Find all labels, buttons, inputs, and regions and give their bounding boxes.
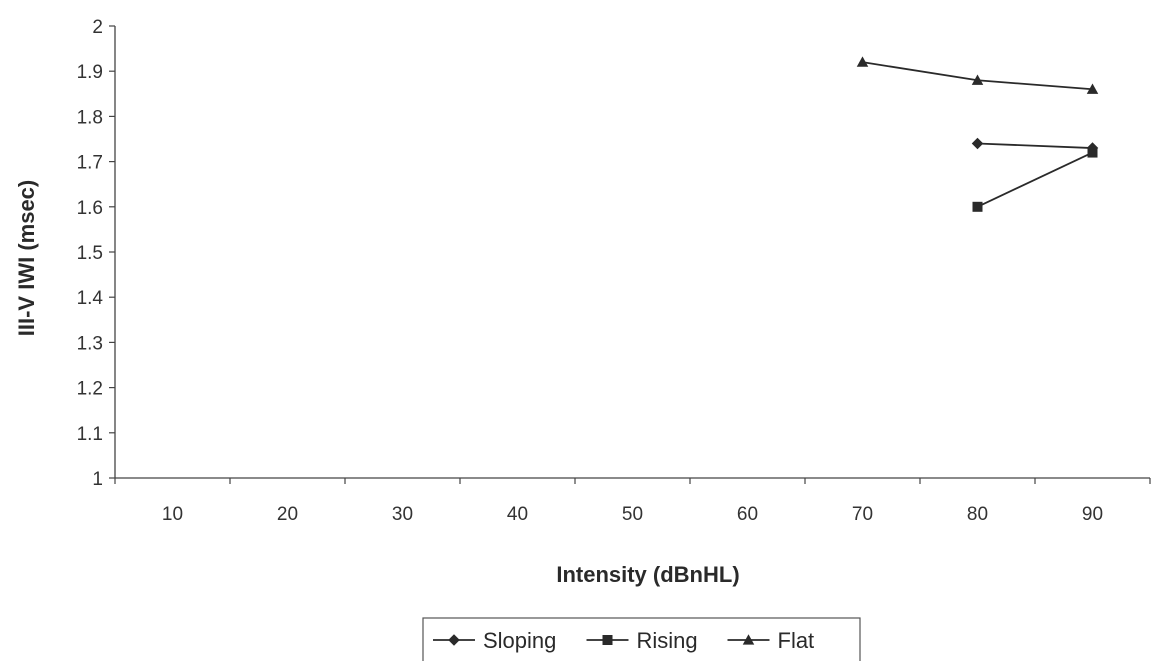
y-tick-label: 1.5 bbox=[77, 243, 103, 264]
y-tick-label: 1.3 bbox=[77, 333, 103, 354]
x-tick-label: 40 bbox=[507, 504, 528, 525]
legend-marker-flat bbox=[742, 634, 755, 645]
axes bbox=[114, 26, 1150, 479]
data-point-sloping bbox=[971, 137, 984, 150]
y-tick-label: 1.7 bbox=[77, 153, 103, 174]
y-tick-label: 2 bbox=[92, 17, 103, 38]
legend-marker-rising bbox=[602, 635, 613, 645]
series-line-sloping bbox=[977, 142, 1093, 149]
legend-label-sloping: Sloping bbox=[483, 628, 556, 653]
data-point-flat bbox=[856, 56, 869, 67]
data-point-flat bbox=[971, 74, 984, 85]
y-tick-label: 1.8 bbox=[77, 107, 103, 128]
legend-marker-sloping bbox=[448, 634, 460, 646]
x-tick-label: 50 bbox=[622, 504, 643, 525]
x-axis-title: Intensity (dBnHL) bbox=[556, 562, 739, 587]
y-tick-label: 1.4 bbox=[77, 288, 104, 309]
series-layer bbox=[856, 56, 1099, 212]
x-tick-label: 10 bbox=[162, 504, 183, 525]
series-line-rising bbox=[977, 151, 1093, 208]
x-tick-label: 90 bbox=[1082, 504, 1103, 525]
y-tick-label: 1.1 bbox=[77, 424, 103, 445]
data-point-rising bbox=[1087, 147, 1098, 158]
legend-label-flat: Flat bbox=[778, 628, 815, 653]
y-axis-title: III-V IWI (msec) bbox=[14, 180, 39, 336]
x-tick-label: 60 bbox=[737, 504, 758, 525]
x-tick-label: 20 bbox=[277, 504, 298, 525]
data-point-flat bbox=[1086, 83, 1099, 94]
x-axis-ticks: 10 20 30 40 50 60 70 80 90 bbox=[114, 478, 1151, 525]
y-tick-label: 1.2 bbox=[77, 379, 103, 400]
data-point-rising bbox=[972, 201, 983, 212]
x-tick-label: 80 bbox=[967, 504, 988, 525]
x-tick-label: 30 bbox=[392, 504, 413, 525]
x-tick-label: 70 bbox=[852, 504, 873, 525]
y-axis-ticks: 1 1.1 1.2 1.3 1.4 1.5 1.6 1.7 1.8 1.9 2 bbox=[77, 17, 115, 490]
legend-box bbox=[422, 617, 861, 661]
y-tick-label: 1.9 bbox=[77, 62, 103, 83]
legend-label-rising: Rising bbox=[637, 628, 698, 653]
legend: Sloping Rising Flat bbox=[422, 617, 861, 661]
y-tick-label: 1 bbox=[92, 469, 103, 490]
y-tick-label: 1.6 bbox=[77, 198, 103, 219]
